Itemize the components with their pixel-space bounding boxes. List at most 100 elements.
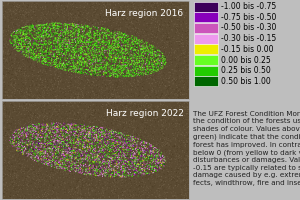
Point: [14, 58, 19, 61]
Point: [38, 35, 43, 38]
Point: [150, 65, 155, 68]
Point: [46, 162, 50, 165]
Point: [31, 36, 36, 39]
Point: [57, 28, 62, 31]
Point: [103, 149, 107, 152]
Point: [14, 141, 18, 144]
Point: [86, 168, 91, 171]
Point: [144, 69, 148, 72]
Point: [109, 56, 114, 59]
Point: [34, 89, 39, 92]
Point: [147, 52, 152, 56]
Point: [175, 179, 180, 182]
Point: [160, 109, 165, 113]
Point: [64, 128, 69, 131]
Point: [32, 133, 37, 137]
Point: [82, 73, 87, 76]
Point: [125, 52, 130, 55]
Point: [80, 92, 85, 95]
Point: [129, 148, 134, 152]
Point: [115, 64, 120, 67]
Point: [24, 135, 29, 138]
Point: [110, 175, 114, 178]
Point: [30, 38, 35, 41]
Point: [58, 86, 62, 89]
Point: [36, 56, 41, 59]
Point: [44, 49, 49, 52]
Point: [22, 48, 26, 51]
Point: [159, 151, 164, 154]
Point: [128, 144, 133, 147]
Point: [71, 134, 76, 137]
Point: [32, 69, 37, 72]
Point: [180, 167, 184, 171]
Point: [74, 41, 79, 44]
Point: [142, 16, 147, 19]
Point: [181, 67, 186, 71]
Point: [109, 65, 114, 68]
Point: [137, 78, 142, 81]
Point: [53, 95, 58, 98]
Point: [75, 42, 80, 45]
Point: [74, 183, 78, 186]
Point: [55, 144, 59, 147]
Point: [80, 144, 85, 147]
Point: [132, 43, 137, 47]
Point: [65, 151, 70, 154]
Point: [161, 138, 166, 141]
Point: [58, 119, 63, 122]
Point: [18, 141, 23, 144]
Point: [91, 128, 96, 131]
Point: [83, 42, 88, 46]
Point: [164, 138, 169, 141]
Point: [46, 56, 51, 59]
Point: [171, 74, 176, 77]
Point: [36, 124, 40, 127]
Point: [113, 162, 118, 165]
Point: [73, 66, 78, 69]
Point: [109, 172, 114, 175]
Point: [131, 56, 136, 59]
Point: [20, 144, 24, 147]
Point: [36, 137, 41, 140]
Point: [93, 61, 98, 64]
Point: [154, 155, 159, 158]
Point: [170, 36, 175, 39]
Point: [70, 26, 74, 29]
Point: [85, 57, 90, 60]
Point: [44, 176, 48, 179]
Point: [23, 29, 28, 32]
Point: [115, 45, 120, 48]
Point: [116, 27, 121, 30]
Point: [107, 41, 112, 44]
Point: [33, 125, 38, 128]
Point: [56, 130, 61, 133]
Point: [89, 167, 94, 170]
Point: [69, 166, 74, 169]
Point: [172, 37, 176, 40]
Point: [54, 50, 58, 53]
Point: [145, 161, 150, 164]
Point: [92, 170, 97, 173]
Point: [23, 49, 28, 52]
Point: [150, 76, 154, 80]
Point: [126, 56, 130, 59]
Point: [0, 76, 5, 79]
Point: [82, 25, 86, 28]
Point: [36, 52, 41, 55]
Point: [118, 102, 122, 105]
Point: [128, 137, 133, 140]
Point: [162, 5, 167, 8]
Point: [95, 49, 100, 52]
Point: [164, 95, 169, 99]
Point: [121, 67, 126, 71]
Point: [102, 160, 106, 164]
Point: [146, 157, 151, 160]
Point: [126, 69, 130, 72]
Point: [105, 61, 110, 64]
Point: [46, 61, 51, 64]
Point: [17, 3, 22, 6]
Point: [174, 26, 178, 29]
Point: [61, 61, 66, 64]
Point: [58, 7, 63, 10]
